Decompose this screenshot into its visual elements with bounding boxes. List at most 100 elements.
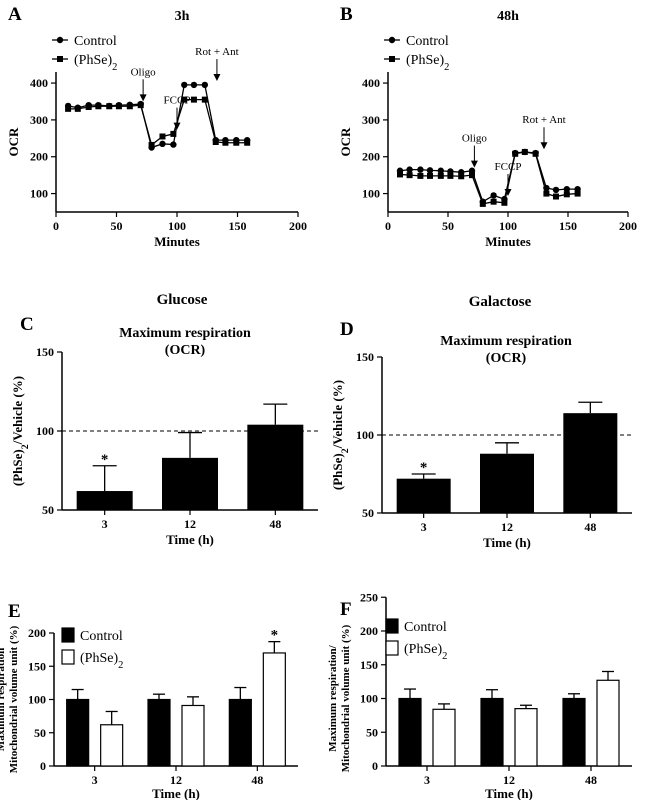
data-point-phse2 [95,103,102,110]
bar [396,478,451,513]
legend-marker-control [388,36,396,44]
data-point-control [417,166,424,173]
y-axis-label-line1: Maximum respiration [0,648,7,751]
data-point-control [406,166,413,173]
x-tick-label: 12 [501,520,513,534]
data-point-control [170,141,177,148]
panel-C-title: Maximum respiration [119,326,251,341]
bar-control [228,698,252,767]
x-axis-label: Minutes [154,234,200,249]
y-tick-label: 100 [360,692,378,706]
data-point-control [437,167,444,174]
x-tick-label: 100 [168,219,186,233]
data-point-phse2 [469,172,475,179]
legend-label: Control [80,629,123,644]
annotation-arrowhead [139,94,147,102]
x-tick-label: 50 [111,219,123,233]
data-point-phse2 [181,96,188,103]
x-tick-label: 0 [385,219,391,233]
x-tick-label: 12 [503,773,515,787]
panel-A-title: 3h [175,9,190,24]
x-tick-label: 48 [251,773,263,787]
significance-marker: * [271,628,279,644]
annotation-arrowhead [470,160,478,168]
data-point-phse2 [447,172,454,179]
y-axis-label: OCR [6,127,21,157]
x-axis-label: Time (h) [485,786,533,800]
series-line-control [399,151,578,203]
data-point-phse2 [479,200,486,207]
x-tick-label: 150 [229,219,247,233]
y-tick-label: 150 [28,659,46,673]
panel-label-F: F [340,599,352,620]
x-tick-label: 48 [269,517,281,531]
y-tick-label: 0 [40,759,46,773]
y-tick-label: 200 [360,624,378,638]
y-tick-label: 300 [362,113,380,127]
data-point-phse2 [553,193,559,200]
data-point-phse2 [397,171,403,178]
data-point-control [490,192,497,199]
bar-control [480,697,504,767]
data-point-control [190,81,198,89]
data-point-phse2 [490,198,497,205]
data-point-phse2 [406,172,413,179]
panel-D-title: Maximum respiration [440,334,572,349]
x-axis-label: Time (h) [152,786,200,800]
data-point-phse2 [170,130,177,137]
panel-label-D: D [340,319,354,340]
y-axis-label: (PhSe)2/Vehicle (%) [330,380,351,490]
panel-C-subtitle: (OCR) [165,343,206,358]
annotation-label: Rot + Ant [195,46,239,58]
legend-label: (PhSe)2 [406,53,449,73]
bar-control [562,697,586,767]
data-point-phse2 [65,105,72,112]
bar [247,424,304,510]
x-tick-label: 3 [102,517,108,531]
data-point-phse2 [574,190,581,197]
data-point-control [201,81,209,89]
data-point-phse2 [563,191,570,198]
annotation-label: FCCP [164,95,191,107]
y-tick-label: 0 [372,759,378,773]
y-tick-label: 100 [30,187,48,201]
y-tick-label: 150 [360,658,378,672]
x-axis-label: Time (h) [483,535,531,550]
y-tick-label: 300 [30,113,48,127]
y-tick-label: 150 [356,350,374,364]
data-point-phse2 [458,173,465,180]
bar [563,413,618,513]
y-tick-label: 100 [28,693,46,707]
y-axis-label-line2: Mitochondrial volume unit (%) [340,624,352,772]
data-point-phse2 [417,172,424,179]
series-line-phse2 [399,151,578,205]
x-tick-label: 200 [289,219,307,233]
y-tick-label: 400 [30,76,48,90]
x-tick-label: 0 [53,219,59,233]
data-point-phse2 [201,96,208,103]
legend-marker-phse2 [57,56,63,62]
y-tick-label: 50 [362,506,374,520]
y-tick-label: 200 [28,626,46,640]
legend-swatch [61,649,75,665]
data-point-phse2 [222,139,229,146]
data-point-phse2 [543,190,550,197]
x-tick-label: 200 [619,219,637,233]
significance-marker: * [101,452,109,468]
annotation-label: Rot + Ant [522,114,566,126]
y-tick-label: 100 [36,424,54,438]
data-point-phse2 [521,148,528,155]
data-point-phse2 [106,103,113,110]
legend-marker-control [56,36,64,44]
x-tick-label: 3 [92,773,98,787]
annotation-arrowhead [213,74,221,82]
y-axis-label-line1: Maximum respiration/ [327,644,339,751]
legend-label: Control [74,34,117,49]
data-point-phse2 [115,103,122,110]
y-tick-label: 200 [362,150,380,164]
annotation-arrowhead [504,189,512,196]
bar-phse2 [181,704,205,767]
series-line-phse2 [68,98,248,147]
annotation-arrowhead [540,142,548,150]
data-point-phse2 [244,139,251,146]
